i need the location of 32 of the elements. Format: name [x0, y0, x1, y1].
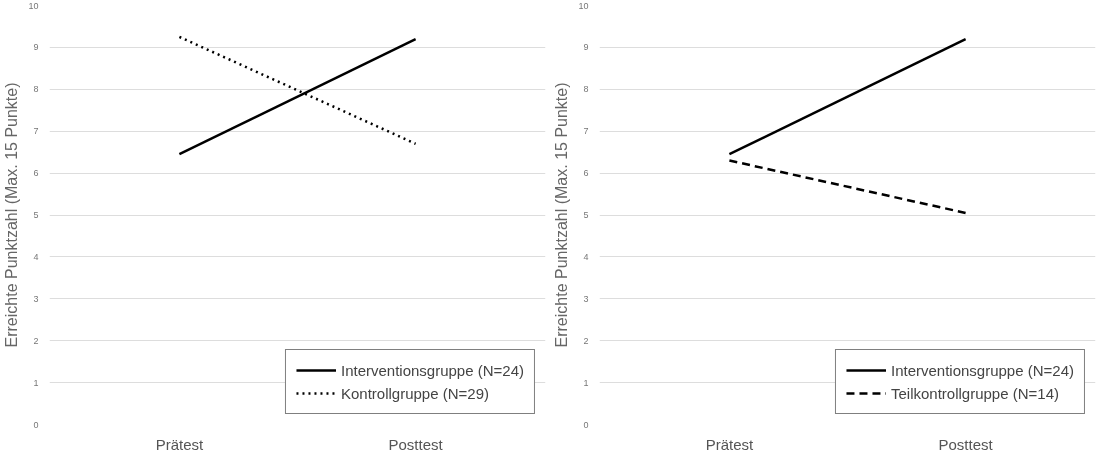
y-tick-label: 2	[33, 335, 39, 346]
y-tick-label: 4	[583, 251, 589, 262]
y-tick-label: 1	[583, 377, 589, 388]
y-tick-label: 8	[33, 84, 39, 95]
y-tick-label: 9	[583, 42, 589, 53]
y-tick-label: 9	[33, 42, 39, 53]
legend-label: Interventionsgruppe (N=24)	[340, 361, 524, 379]
legend-label: Interventionsgruppe (N=24)	[890, 361, 1074, 379]
y-tick-label: 5	[583, 210, 589, 220]
y-tick-label: 10	[28, 0, 39, 11]
y-tick-label: 10	[578, 0, 589, 11]
legend-label: Kontrollgruppe (N=29)	[340, 384, 489, 402]
y-tick-label: 5	[33, 210, 39, 220]
y-tick-label: 6	[33, 168, 39, 179]
x-tick-label: Prätest	[155, 435, 204, 453]
x-tick-label: Posttest	[938, 435, 994, 453]
y-tick-label: 4	[33, 251, 39, 262]
x-tick-label: Prätest	[705, 435, 754, 453]
y-tick-label: 2	[583, 335, 589, 346]
legend-label: Teilkontrollgruppe (N=14)	[890, 384, 1059, 402]
x-tick-label: Posttest	[388, 435, 444, 453]
y-tick-label: 0	[583, 419, 589, 430]
y-tick-label: 8	[583, 84, 589, 95]
y-tick-label: 0	[33, 419, 39, 430]
y-tick-label: 6	[583, 168, 589, 179]
y-tick-label: 1	[33, 377, 39, 388]
y-tick-label: 3	[583, 293, 589, 304]
y-axis-title: Erreichte Punktzahl (Max. 15 Punkte)	[553, 82, 571, 348]
y-axis-title: Erreichte Punktzahl (Max. 15 Punkte)	[3, 82, 21, 348]
y-tick-label: 7	[33, 126, 39, 137]
y-tick-label: 3	[33, 293, 39, 304]
y-tick-label: 7	[583, 126, 589, 137]
